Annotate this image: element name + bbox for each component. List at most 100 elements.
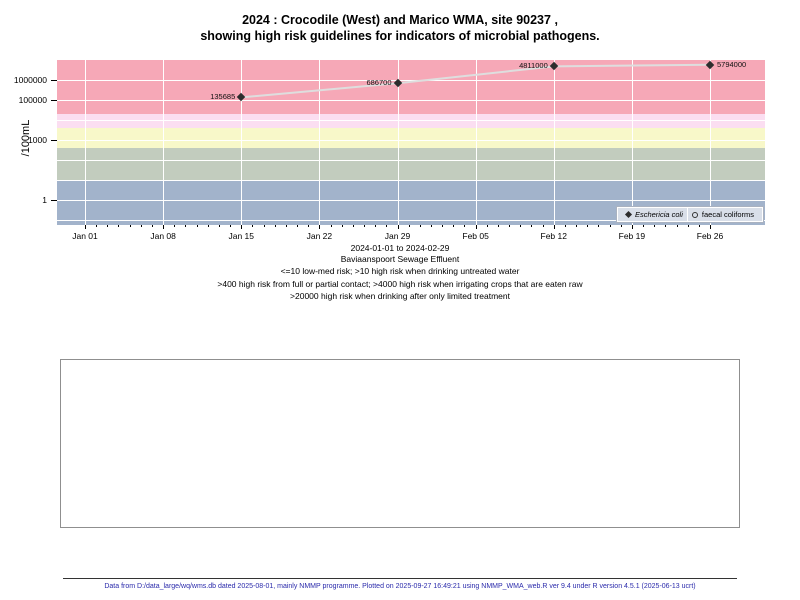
legend-item-faecal-coliforms: faecal coliforms [688,210,758,219]
x-axis-minor-tick [654,225,656,227]
x-axis-minor-tick [665,225,667,227]
x-axis-tick-label: Jan 22 [306,231,333,241]
horizontal-gridline [57,180,765,181]
x-axis-minor-tick [151,225,153,227]
vertical-gridline [631,60,633,225]
x-axis-minor-tick [364,225,366,227]
x-axis-title: 2024-01-01 to 2024-02-29 [350,243,450,253]
x-axis-minor-tick [542,225,544,227]
vertical-gridline [553,60,555,225]
x-axis-minor-tick [698,225,700,227]
x-axis-minor-tick [687,225,689,227]
x-axis-major-tick [475,225,477,229]
x-axis-major-tick [241,225,243,229]
horizontal-gridline [57,140,765,141]
x-axis-minor-tick [609,225,611,227]
x-axis-minor-tick [587,225,589,227]
x-axis-minor-tick [386,225,388,227]
horizontal-gridline [57,80,765,81]
y-axis-tick-label: 1000000 [13,75,47,85]
x-axis-tick-label: Feb 05 [462,231,489,241]
horizontal-gridline [57,200,765,201]
x-axis-minor-tick [453,225,455,227]
data-point-label: 135685 [210,92,236,102]
x-axis-minor-tick [230,225,232,227]
empty-panel [60,359,740,528]
horizontal-gridline [57,120,765,121]
x-axis-minor-tick [341,225,343,227]
plot-area: Eschericia coli faecal coliforms 135685 6… [57,60,765,225]
chart-title-line2: showing high risk guidelines for indicat… [200,29,600,43]
data-point-label: 686700 [366,78,392,88]
x-axis-minor-tick [174,225,176,227]
x-axis-minor-tick [676,225,678,227]
legend-label-ecoli: Eschericia coli [634,210,683,219]
x-axis-minor-tick [352,225,354,227]
risk-band [57,127,765,148]
x-axis-minor-tick [598,225,600,227]
x-axis-minor-tick [576,225,578,227]
x-axis-minor-tick [564,225,566,227]
risk-band [57,60,765,114]
x-axis-major-tick [319,225,321,229]
x-axis-minor-tick [118,225,120,227]
x-axis-minor-tick [185,225,187,227]
x-axis-minor-tick [620,225,622,227]
x-axis-minor-tick [196,225,198,227]
x-axis-minor-tick [96,225,98,227]
x-axis-minor-tick [330,225,332,227]
x-axis-minor-tick [419,225,421,227]
x-axis-major-tick [553,225,555,229]
x-axis-minor-tick [263,225,265,227]
data-point-label: 4811000 [519,61,548,71]
x-axis-minor-tick [486,225,488,227]
x-axis-minor-tick [274,225,276,227]
x-axis-major-tick [631,225,633,229]
x-axis-minor-tick [297,225,299,227]
vertical-gridline [475,60,477,225]
vertical-gridline [319,60,321,225]
chart-subtitle: Baviaanspoort Sewage Effluent [340,254,460,264]
data-point-label: 5794000 [717,59,747,69]
x-axis-minor-tick [520,225,522,227]
x-axis-tick-label: Feb 12 [540,231,567,241]
x-axis-minor-tick [442,225,444,227]
x-axis-major-tick [397,225,399,229]
risk-note-1: <=10 low-med risk; >10 high risk when dr… [280,266,520,276]
x-axis-minor-tick [509,225,511,227]
footer-text: Data from D:/data_large/wq/wms.db dated … [104,583,696,590]
x-axis-minor-tick [218,225,220,227]
vertical-gridline [710,60,711,225]
y-axis-label: /100mL [20,119,32,157]
open-circle-icon [691,211,698,218]
series-line [241,63,711,99]
x-axis-minor-tick [497,225,499,227]
x-axis-major-tick [85,225,86,229]
x-axis-major-tick [163,225,165,229]
x-axis-minor-tick [308,225,310,227]
y-axis-tick-label: 1 [42,195,47,205]
x-axis-major-tick [710,225,711,229]
vertical-gridline [85,60,86,225]
x-axis-minor-tick [285,225,287,227]
legend: Eschericia coli faecal coliforms [615,206,764,223]
x-axis-tick-label: Feb 19 [618,231,646,241]
x-axis-minor-tick [140,225,142,227]
x-axis-minor-tick [129,225,131,227]
risk-note-2: >400 high risk from full or partial cont… [217,279,583,289]
footer-divider [63,578,737,579]
x-axis-minor-tick [252,225,254,227]
x-axis-minor-tick [531,225,533,227]
x-axis-minor-tick [643,225,645,227]
chart-title-line1: 2024 : Crocodile (West) and Marico WMA, … [242,13,558,27]
vertical-gridline [241,60,243,225]
filled-diamond-icon [624,210,632,219]
x-axis-tick-label: Jan 15 [228,231,255,241]
x-axis-minor-tick [430,225,432,227]
x-axis-minor-tick [408,225,410,227]
x-axis-minor-tick [464,225,466,227]
vertical-gridline [397,60,399,225]
x-axis-tick-label: Feb 26 [696,231,724,241]
legend-separator [686,207,688,222]
horizontal-gridline [57,160,765,161]
